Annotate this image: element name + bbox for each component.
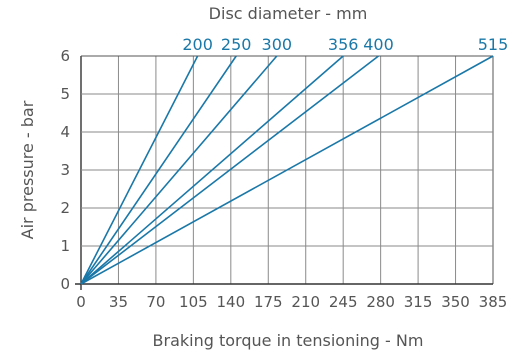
x-tick-label: 385 bbox=[479, 293, 508, 311]
x-tick-label: 210 bbox=[291, 293, 320, 311]
series-label-250: 250 bbox=[221, 35, 252, 54]
tick-labels: 0 35 70 105 140 175 210 245 280 315 350 385 0 1 2 3 4 5 6 bbox=[60, 47, 507, 311]
x-tick-label: 280 bbox=[366, 293, 395, 311]
x-tick-label: 245 bbox=[329, 293, 358, 311]
x-tick-label: 105 bbox=[179, 293, 208, 311]
y-tick-label: 0 bbox=[60, 275, 70, 293]
series-line-300 bbox=[80, 55, 278, 285]
series-line-400 bbox=[80, 55, 379, 285]
x-tick-label: 140 bbox=[216, 293, 245, 311]
series-label-300: 300 bbox=[262, 35, 293, 54]
y-axis-title: Air pressure - bar bbox=[18, 100, 37, 239]
y-tick-label: 6 bbox=[60, 47, 70, 65]
series-label-400: 400 bbox=[363, 35, 394, 54]
x-tick-label: 0 bbox=[76, 293, 86, 311]
series-label-356: 356 bbox=[328, 35, 359, 54]
x-tick-label: 350 bbox=[441, 293, 470, 311]
x-tick-label: 70 bbox=[146, 293, 165, 311]
series-lines bbox=[80, 55, 494, 285]
grid bbox=[75, 55, 494, 290]
y-tick-label: 2 bbox=[60, 199, 70, 217]
series-line-200 bbox=[80, 55, 199, 285]
y-tick-label: 1 bbox=[60, 237, 70, 255]
x-tick-label: 315 bbox=[404, 293, 433, 311]
y-tick-label: 5 bbox=[60, 85, 70, 103]
series-line-250 bbox=[80, 55, 237, 285]
x-tick-label: 175 bbox=[254, 293, 283, 311]
x-axis-title: Braking torque in tensioning - Nm bbox=[153, 331, 424, 350]
y-tick-label: 3 bbox=[60, 161, 70, 179]
y-tick-label: 4 bbox=[60, 123, 70, 141]
series-label-200: 200 bbox=[182, 35, 213, 54]
series-line-515 bbox=[80, 55, 494, 285]
series-line-356 bbox=[80, 55, 344, 285]
chart-title: Disc diameter - mm bbox=[209, 4, 368, 23]
series-label-515: 515 bbox=[478, 35, 509, 54]
series-labels: 200 250 300 356 400 515 bbox=[182, 35, 508, 54]
x-tick-label: 35 bbox=[109, 293, 128, 311]
